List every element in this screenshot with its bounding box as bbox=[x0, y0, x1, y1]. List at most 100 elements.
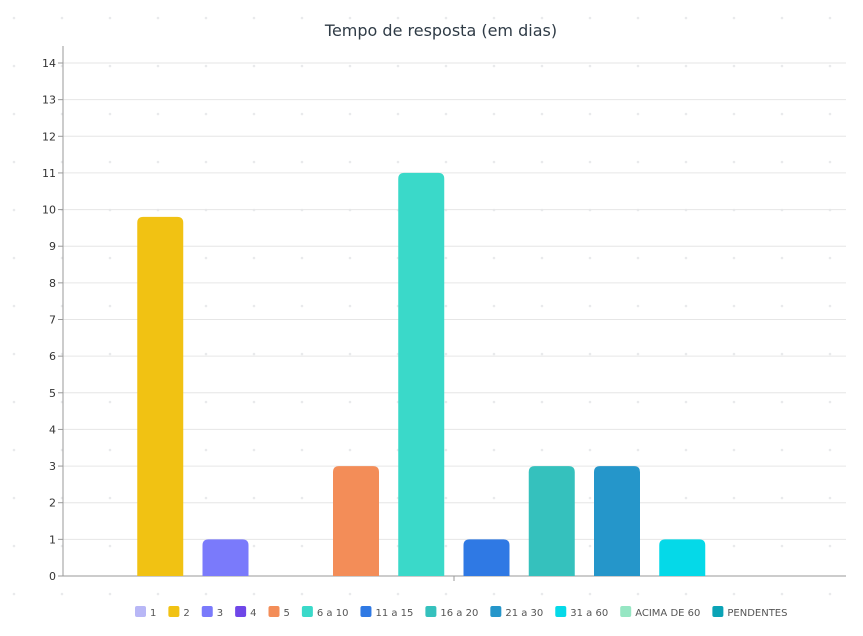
chart-title: Tempo de resposta (em dias) bbox=[324, 21, 557, 40]
bg-dot bbox=[588, 304, 592, 308]
bg-dot bbox=[732, 160, 736, 164]
bg-dot bbox=[60, 16, 64, 20]
bg-dot bbox=[684, 112, 688, 116]
bg-dot bbox=[684, 448, 688, 452]
bg-dot bbox=[828, 496, 832, 500]
bg-dot bbox=[12, 112, 16, 116]
bg-dot bbox=[492, 256, 496, 260]
bg-dot bbox=[252, 64, 256, 68]
bg-dot bbox=[540, 16, 544, 20]
bg-dot bbox=[588, 496, 592, 500]
bg-dot bbox=[540, 160, 544, 164]
y-tick-label: 11 bbox=[42, 167, 56, 180]
bg-dot bbox=[684, 64, 688, 68]
bg-dot bbox=[540, 256, 544, 260]
bar-11-a-15[interactable] bbox=[463, 539, 510, 576]
bg-dot bbox=[444, 304, 448, 308]
bg-dot bbox=[684, 304, 688, 308]
bg-dot bbox=[540, 112, 544, 116]
bg-dot bbox=[540, 64, 544, 68]
bg-dot bbox=[636, 400, 640, 404]
bar-31-a-60[interactable] bbox=[659, 539, 706, 576]
y-tick-label: 7 bbox=[49, 314, 56, 327]
legend-swatch bbox=[490, 606, 502, 617]
bar-5[interactable] bbox=[333, 466, 379, 576]
bg-dot bbox=[540, 400, 544, 404]
bg-dot bbox=[348, 160, 352, 164]
bg-dot bbox=[108, 112, 112, 116]
bg-dot bbox=[780, 160, 784, 164]
legend-item[interactable]: 3 bbox=[201, 606, 223, 619]
axes bbox=[62, 46, 846, 581]
legend-item[interactable]: 1 bbox=[135, 606, 156, 619]
bg-dot bbox=[828, 304, 832, 308]
bg-dot bbox=[252, 112, 256, 116]
bg-dot bbox=[588, 256, 592, 260]
legend-label: 5 bbox=[284, 608, 290, 619]
bg-dot bbox=[252, 160, 256, 164]
bg-dot bbox=[252, 304, 256, 308]
legend-item[interactable]: 4 bbox=[235, 606, 257, 619]
bg-dot bbox=[828, 352, 832, 356]
bg-dot bbox=[108, 400, 112, 404]
bg-dot bbox=[348, 352, 352, 356]
legend-label: 3 bbox=[217, 608, 223, 619]
legend-item[interactable]: 11 a 15 bbox=[360, 606, 413, 619]
bg-dot bbox=[828, 448, 832, 452]
legend-item[interactable]: 16 a 20 bbox=[425, 606, 478, 619]
legend-swatch bbox=[620, 606, 632, 617]
legend-label: 4 bbox=[250, 608, 256, 619]
bg-dot bbox=[540, 448, 544, 452]
bg-dot bbox=[780, 544, 784, 548]
bg-dot bbox=[780, 304, 784, 308]
legend-item[interactable]: 2 bbox=[168, 606, 190, 619]
bg-dot bbox=[204, 448, 208, 452]
legend-swatch bbox=[201, 606, 213, 617]
bg-dot bbox=[300, 112, 304, 116]
bg-dot bbox=[300, 16, 304, 20]
bg-dot bbox=[492, 592, 496, 596]
bg-dot bbox=[636, 352, 640, 356]
bar-2[interactable] bbox=[137, 216, 184, 576]
bg-dot bbox=[492, 160, 496, 164]
bg-dot bbox=[156, 64, 160, 68]
bg-dot bbox=[588, 352, 592, 356]
bar-21-a-30[interactable] bbox=[594, 466, 640, 576]
bg-dot bbox=[588, 112, 592, 116]
y-tick-label: 4 bbox=[49, 423, 56, 436]
bg-dot bbox=[444, 352, 448, 356]
bg-dot bbox=[444, 64, 448, 68]
bg-dot bbox=[780, 592, 784, 596]
y-tick-label: 3 bbox=[49, 460, 56, 473]
bar-16-a-20[interactable] bbox=[528, 466, 575, 576]
bg-dot bbox=[780, 400, 784, 404]
bg-dot bbox=[492, 112, 496, 116]
bg-dot bbox=[396, 64, 400, 68]
bg-dot bbox=[732, 448, 736, 452]
legend-item[interactable]: PENDENTES bbox=[712, 606, 787, 619]
legend-label: 11 a 15 bbox=[375, 608, 413, 619]
bg-dot bbox=[444, 160, 448, 164]
legend-item[interactable]: 31 a 60 bbox=[555, 606, 608, 619]
legend-item[interactable]: 5 bbox=[268, 606, 290, 619]
bg-dot bbox=[204, 256, 208, 260]
bg-dot bbox=[108, 304, 112, 308]
legend-item[interactable]: 6 a 10 bbox=[301, 606, 349, 619]
bg-dot bbox=[252, 256, 256, 260]
bg-dot bbox=[444, 256, 448, 260]
bg-dot bbox=[828, 544, 832, 548]
legend-item[interactable]: ACIMA DE 60 bbox=[620, 606, 700, 619]
bg-dot bbox=[636, 448, 640, 452]
bar-6-a-10[interactable] bbox=[398, 172, 445, 576]
legend-swatch bbox=[235, 606, 247, 617]
bg-dot bbox=[252, 592, 256, 596]
bg-dot bbox=[588, 160, 592, 164]
bg-dot bbox=[444, 544, 448, 548]
bar-3[interactable] bbox=[202, 539, 249, 576]
bg-dot bbox=[444, 592, 448, 596]
legend-item[interactable]: 21 a 30 bbox=[490, 606, 543, 619]
bg-dot bbox=[540, 304, 544, 308]
bg-dot bbox=[540, 352, 544, 356]
bg-dot bbox=[732, 256, 736, 260]
bg-dot bbox=[780, 496, 784, 500]
